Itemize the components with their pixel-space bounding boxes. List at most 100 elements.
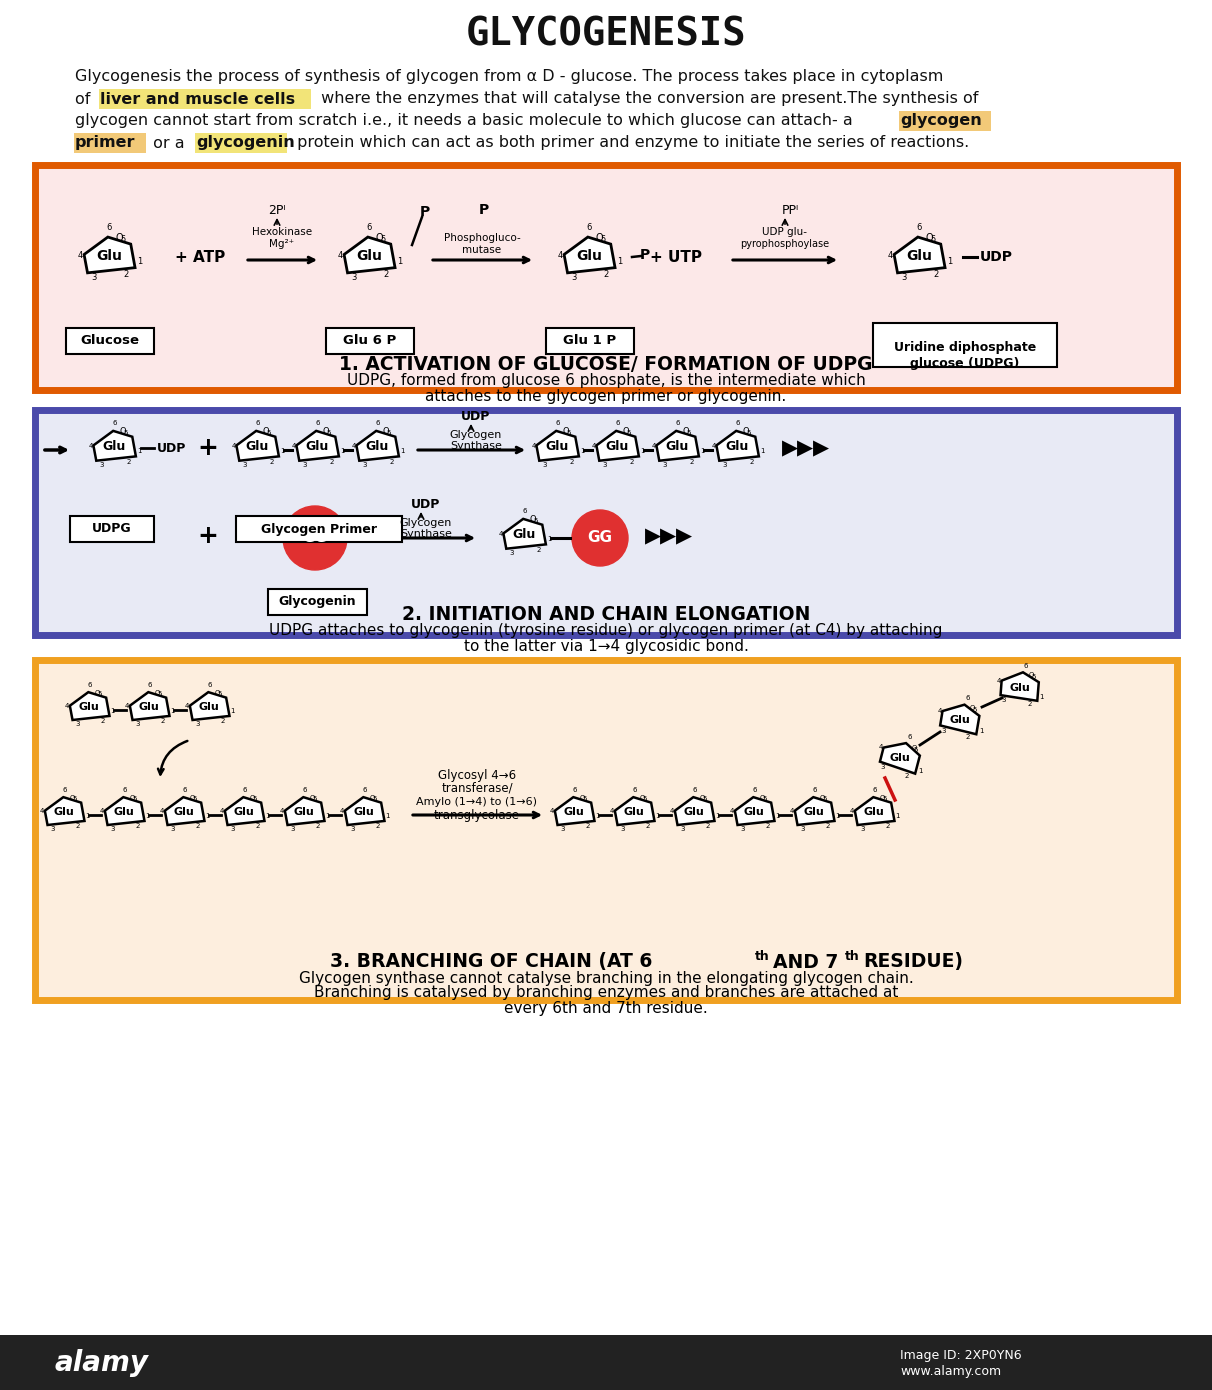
Text: pyrophosphoylase: pyrophosphoylase [741, 239, 829, 249]
Text: Glycogen: Glycogen [450, 430, 502, 441]
Text: Glu: Glu [606, 441, 629, 453]
Text: 2: 2 [101, 719, 105, 724]
Text: 3: 3 [800, 826, 805, 831]
Polygon shape [297, 431, 339, 460]
Text: 3: 3 [50, 826, 55, 831]
Text: O: O [743, 427, 749, 436]
Text: 3: 3 [542, 461, 547, 468]
Text: attaches to the glycogen primer or glycogenin.: attaches to the glycogen primer or glyco… [425, 388, 787, 403]
Text: alamy: alamy [55, 1350, 149, 1377]
Text: Glu: Glu [55, 808, 75, 817]
Text: O: O [819, 795, 825, 801]
Text: P: P [640, 247, 650, 261]
Text: 2: 2 [195, 823, 200, 830]
Text: 2: 2 [933, 270, 939, 279]
Text: 2: 2 [269, 459, 274, 466]
FancyBboxPatch shape [35, 410, 1177, 635]
Text: 2: 2 [537, 548, 541, 553]
Text: 5: 5 [703, 796, 708, 802]
FancyBboxPatch shape [195, 133, 287, 153]
Text: transferase/: transferase/ [441, 781, 513, 795]
Text: 3: 3 [662, 461, 667, 468]
Text: Image ID: 2XP0YN6: Image ID: 2XP0YN6 [901, 1348, 1022, 1361]
Text: 3: 3 [901, 274, 907, 282]
Text: 6: 6 [207, 682, 212, 688]
Text: or a: or a [148, 135, 190, 150]
Text: 2: 2 [585, 823, 590, 830]
Text: www.alamy.com: www.alamy.com [901, 1365, 1001, 1379]
FancyBboxPatch shape [35, 660, 1177, 999]
Text: 4: 4 [610, 809, 614, 815]
Text: 4: 4 [185, 703, 189, 709]
Text: ▶▶▶: ▶▶▶ [645, 525, 693, 546]
Text: 3: 3 [509, 550, 514, 556]
Text: 3: 3 [242, 461, 246, 468]
Text: AND 7: AND 7 [773, 952, 839, 972]
Text: 2: 2 [330, 459, 333, 466]
Text: +: + [198, 436, 218, 460]
Text: 4: 4 [78, 252, 84, 260]
Text: 6: 6 [375, 420, 379, 427]
Text: Hexokinase: Hexokinase [252, 227, 311, 238]
Text: 1. ACTIVATION OF GLUCOSE/ FORMATION OF UDPG: 1. ACTIVATION OF GLUCOSE/ FORMATION OF U… [339, 356, 873, 374]
Text: 3: 3 [170, 826, 175, 831]
Text: O: O [95, 689, 101, 696]
Text: O: O [370, 795, 375, 801]
Text: 5: 5 [120, 235, 126, 243]
Text: 4: 4 [280, 809, 285, 815]
FancyBboxPatch shape [326, 328, 415, 354]
Text: transglycolase: transglycolase [434, 809, 520, 821]
FancyBboxPatch shape [236, 516, 402, 542]
Text: 4: 4 [711, 443, 716, 449]
Text: 3: 3 [75, 721, 80, 727]
Text: 6: 6 [675, 420, 680, 427]
Text: Glu 6 P: Glu 6 P [343, 335, 396, 348]
Text: Glu: Glu [804, 808, 824, 817]
Polygon shape [1001, 673, 1039, 701]
Text: 1: 1 [715, 813, 720, 819]
Text: 4: 4 [996, 678, 1001, 684]
Text: 2: 2 [256, 823, 259, 830]
Text: O: O [310, 795, 315, 801]
Text: 1: 1 [581, 448, 584, 455]
Text: 2: 2 [904, 773, 909, 778]
Text: 2: 2 [160, 719, 165, 724]
Text: 3: 3 [861, 826, 864, 831]
Text: 3: 3 [602, 461, 606, 468]
Text: 4: 4 [65, 703, 69, 709]
Text: 6: 6 [966, 695, 970, 702]
Text: PPᴵ: PPᴵ [782, 203, 799, 217]
Text: O: O [1029, 673, 1034, 678]
Text: 2: 2 [1028, 702, 1031, 708]
Text: Uridine diphosphate: Uridine diphosphate [894, 342, 1036, 354]
Text: 3: 3 [571, 274, 576, 282]
Text: 4: 4 [879, 744, 884, 751]
Text: Glu: Glu [305, 441, 328, 453]
Text: 4: 4 [88, 443, 92, 449]
Text: O: O [383, 427, 389, 436]
Polygon shape [45, 796, 85, 826]
Text: UDP glu-: UDP glu- [762, 227, 807, 238]
Text: 1: 1 [137, 448, 142, 455]
Text: 5: 5 [381, 235, 385, 243]
Text: UDPG: UDPG [92, 523, 132, 535]
Text: 4: 4 [850, 809, 854, 815]
Text: Glu: Glu [234, 808, 255, 817]
Text: 1: 1 [385, 813, 390, 819]
FancyBboxPatch shape [268, 589, 367, 614]
Text: 3: 3 [560, 826, 565, 831]
Text: 4: 4 [231, 443, 235, 449]
Text: 2: 2 [705, 823, 710, 830]
Text: 5: 5 [687, 430, 691, 435]
FancyBboxPatch shape [873, 322, 1057, 367]
Text: GG: GG [588, 531, 612, 545]
Text: UDPG, formed from glucose 6 phosphate, is the intermediate which: UDPG, formed from glucose 6 phosphate, i… [347, 373, 865, 388]
Text: th: th [845, 949, 859, 962]
Text: Glu: Glu [366, 441, 389, 453]
Text: Glu: Glu [1010, 682, 1030, 692]
Text: 2: 2 [766, 823, 770, 830]
Text: 1: 1 [947, 257, 951, 265]
Text: to the latter via 1→4 glycosidic bond.: to the latter via 1→4 glycosidic bond. [463, 638, 749, 653]
Text: UDPG attaches to glycogenin (tyrosine residue) or glycogen primer (at C4) by att: UDPG attaches to glycogenin (tyrosine re… [269, 623, 943, 638]
Text: glycogen: glycogen [901, 114, 982, 128]
